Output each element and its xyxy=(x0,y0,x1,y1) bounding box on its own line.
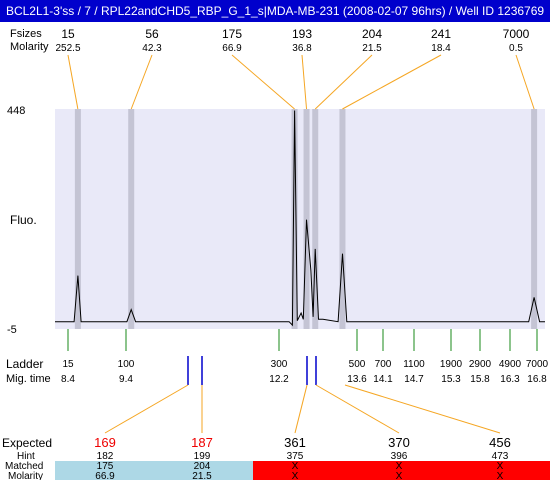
ladder-migtime: 16.3 xyxy=(500,374,520,385)
ladder-migtime: 12.2 xyxy=(269,374,289,385)
peak-connector xyxy=(515,54,535,110)
peak-size: 7000 xyxy=(503,27,530,41)
expected-size: 370 xyxy=(388,435,410,450)
migtime-label: Mig. time xyxy=(6,373,51,385)
expected-size: 456 xyxy=(489,435,511,450)
window-title: BCL2L1-3'ss / 7 / RPL22andCHD5_RBP_G_1_s… xyxy=(0,0,550,22)
peak-molarity: 252.5 xyxy=(55,43,80,54)
ladder-size: 1900 xyxy=(440,359,463,370)
peak-molarity: 21.5 xyxy=(362,43,382,54)
peak-band xyxy=(128,109,135,329)
ladder-migtime: 14.7 xyxy=(404,374,424,385)
matched-size: 175 xyxy=(97,461,114,472)
molarity-row-label: Molarity xyxy=(10,41,49,53)
ladder-size: 300 xyxy=(271,359,288,370)
hint-size: 375 xyxy=(287,451,304,462)
ladder-size: 700 xyxy=(375,359,392,370)
peak-connector xyxy=(314,54,373,110)
matched-region xyxy=(55,461,253,480)
size-row-label: Fsizes xyxy=(10,28,42,40)
hint-size: 199 xyxy=(194,451,211,462)
expected-markers xyxy=(187,356,317,385)
peak-band xyxy=(531,109,538,329)
missing-region xyxy=(253,461,550,480)
molarity-bottom-label: Molarity xyxy=(8,471,43,480)
expected-connectors xyxy=(104,384,501,434)
hint-size: 473 xyxy=(492,451,509,462)
ladder-label: Ladder xyxy=(6,357,43,371)
peak-size: 241 xyxy=(431,27,451,41)
peak-connectors xyxy=(67,54,535,110)
hint-size: 396 xyxy=(391,451,408,462)
ladder-migtime: 9.4 xyxy=(119,374,133,385)
matched-size: 204 xyxy=(194,461,211,472)
matched-size: X xyxy=(292,461,299,472)
expected-row-label: Expected xyxy=(2,436,52,450)
ladder-size: 1100 xyxy=(403,359,425,370)
peak-size: 193 xyxy=(292,27,312,41)
matched-size: X xyxy=(497,461,504,472)
expected-size: 187 xyxy=(191,435,213,450)
peak-size: 175 xyxy=(222,27,242,41)
expected-connector xyxy=(104,384,189,434)
matched-molarity: 21.5 xyxy=(192,471,212,480)
peak-molarity: 0.5 xyxy=(509,43,523,54)
matched-molarity: 66.9 xyxy=(95,471,115,480)
plot-area xyxy=(55,109,545,329)
peak-size-table: 15 252.5 56 42.3 175 66.9 193 36.8 204 21.5 241 18.… xyxy=(55,27,529,54)
peak-band xyxy=(303,109,310,329)
expected-table: 16918217566.918719920421.5361375XX370396… xyxy=(55,435,550,480)
peak-band xyxy=(312,109,319,329)
ladder-migtime: 15.3 xyxy=(441,374,461,385)
ladder-size: 7000 xyxy=(526,359,549,370)
expected-connector xyxy=(315,384,400,434)
y-min-label: -5 xyxy=(7,324,17,336)
peak-connector xyxy=(231,54,295,110)
ladder-migtime: 8.4 xyxy=(61,374,75,385)
matched-row-label: Matched xyxy=(5,461,43,472)
expected-connector xyxy=(344,384,501,434)
ladder-migtime: 13.6 xyxy=(347,374,367,385)
peak-size: 204 xyxy=(362,27,382,41)
matched-molarity: X xyxy=(292,471,299,480)
y-axis-label: Fluo. xyxy=(10,213,37,227)
peak-molarity: 42.3 xyxy=(142,43,162,54)
peak-molarity: 18.4 xyxy=(431,43,451,54)
peak-size: 15 xyxy=(61,27,75,41)
peak-molarity: 36.8 xyxy=(292,43,312,54)
ladder-size: 4900 xyxy=(499,359,522,370)
peak-band xyxy=(339,109,346,329)
matched-molarity: X xyxy=(497,471,504,480)
ladder-size: 100 xyxy=(118,359,135,370)
peak-connector xyxy=(130,54,153,110)
ladder-size: 15 xyxy=(62,359,74,370)
peak-molarity: 66.9 xyxy=(222,43,242,54)
ladder-scale: 15 8.4 100 9.4 300 12.2 500 13.6 700 14.1 1100 14.7… xyxy=(61,329,549,385)
expected-size: 169 xyxy=(94,435,116,450)
matched-molarity: X xyxy=(396,471,403,480)
hint-row-label: Hint xyxy=(17,451,35,462)
peak-connector xyxy=(67,54,79,110)
peak-band xyxy=(291,109,298,329)
matched-size: X xyxy=(396,461,403,472)
peak-band xyxy=(74,109,81,329)
ladder-migtime: 16.8 xyxy=(527,374,547,385)
peak-size: 56 xyxy=(145,27,159,41)
fluorescence-trace xyxy=(55,110,545,327)
peak-connector xyxy=(301,54,308,110)
ladder-size: 2900 xyxy=(469,359,492,370)
hint-size: 182 xyxy=(97,451,114,462)
ladder-migtime: 14.1 xyxy=(373,374,393,385)
ladder-migtime: 15.8 xyxy=(470,374,490,385)
peak-bands xyxy=(74,109,538,329)
expected-connector xyxy=(294,384,308,434)
ladder-size: 500 xyxy=(349,359,366,370)
peak-connector xyxy=(342,54,442,110)
expected-size: 361 xyxy=(284,435,306,450)
y-max-label: 448 xyxy=(7,105,25,117)
